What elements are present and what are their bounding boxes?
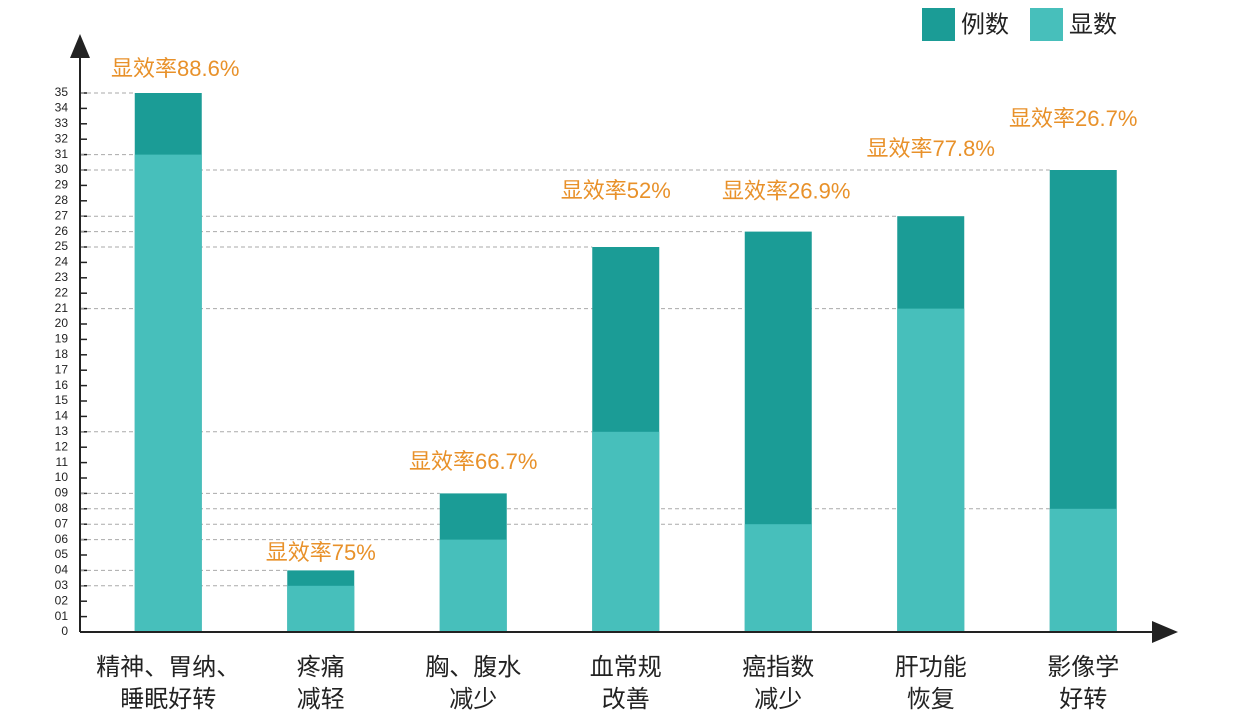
- x-tick-label: 疼痛 减轻: [296, 654, 345, 713]
- x-tick-label: 胸、腹水 减少: [425, 654, 522, 713]
- annotation: 显效率66.7%: [409, 449, 537, 474]
- bar: [439, 539, 507, 632]
- annotation: 显效率52%: [561, 178, 671, 203]
- bar: [897, 308, 965, 632]
- y-tick-label: 02: [55, 593, 69, 607]
- y-tick-label: 16: [55, 378, 69, 392]
- x-tick-label: 肝功能 恢复: [894, 654, 967, 713]
- y-tick-label: 09: [55, 486, 69, 500]
- annotation: 显效率26.7%: [1009, 106, 1137, 131]
- y-tick-label: 10: [55, 470, 69, 484]
- y-tick-label: 17: [55, 362, 69, 376]
- y-tick-label: 0: [61, 624, 68, 638]
- annotation: 显效率77.8%: [867, 136, 995, 161]
- legend-swatch: [1030, 8, 1063, 41]
- y-tick-label: 04: [55, 563, 69, 577]
- x-tick-label: 癌指数 减少: [742, 654, 815, 713]
- y-tick-label: 14: [55, 409, 69, 423]
- y-tick-label: 30: [55, 162, 69, 176]
- y-tick-label: 01: [55, 609, 69, 623]
- legend-swatch: [922, 8, 955, 41]
- y-tick-label: 28: [55, 193, 69, 207]
- y-tick-label: 25: [55, 239, 69, 253]
- y-tick-label: 32: [55, 131, 69, 145]
- bar: [592, 431, 660, 632]
- y-tick-label: 15: [55, 393, 69, 407]
- y-tick-label: 05: [55, 547, 69, 561]
- legend-label: 例数: [961, 11, 1009, 38]
- y-tick-label: 12: [55, 439, 69, 453]
- y-tick-label: 13: [55, 424, 69, 438]
- x-tick-label: 血常规 改善: [589, 654, 662, 713]
- y-tick-label: 08: [55, 501, 69, 515]
- bar: [744, 524, 812, 632]
- bar: [134, 154, 202, 632]
- y-tick-label: 22: [55, 285, 69, 299]
- y-tick-label: 27: [55, 208, 69, 222]
- y-tick-label: 03: [55, 578, 69, 592]
- y-tick-label: 20: [55, 316, 69, 330]
- y-tick-label: 18: [55, 347, 69, 361]
- x-tick-label: 精神、胃纳、 睡眠好转: [96, 654, 241, 713]
- y-tick-label: 11: [56, 455, 69, 469]
- y-tick-label: 23: [55, 270, 69, 284]
- x-axis-arrow: [1152, 621, 1178, 643]
- legend-label: 显数: [1069, 11, 1117, 38]
- y-tick-label: 29: [55, 178, 69, 192]
- y-tick-label: 19: [55, 332, 69, 346]
- y-tick-label: 34: [55, 101, 69, 115]
- y-tick-label: 06: [55, 532, 69, 546]
- y-tick-label: 21: [55, 301, 69, 315]
- bar: [287, 585, 355, 632]
- y-tick-label: 24: [55, 255, 69, 269]
- x-tick-label: 影像学 好转: [1047, 654, 1120, 713]
- y-axis-arrow: [70, 34, 90, 58]
- annotation: 显效率88.6%: [111, 56, 239, 81]
- y-tick-label: 35: [55, 85, 69, 99]
- annotation: 显效率75%: [266, 540, 376, 565]
- y-tick-label: 31: [55, 147, 69, 161]
- y-tick-label: 26: [55, 224, 69, 238]
- annotation: 显效率26.9%: [722, 178, 850, 203]
- bar: [1049, 508, 1117, 632]
- y-tick-label: 07: [55, 516, 69, 530]
- y-tick-label: 33: [55, 116, 69, 130]
